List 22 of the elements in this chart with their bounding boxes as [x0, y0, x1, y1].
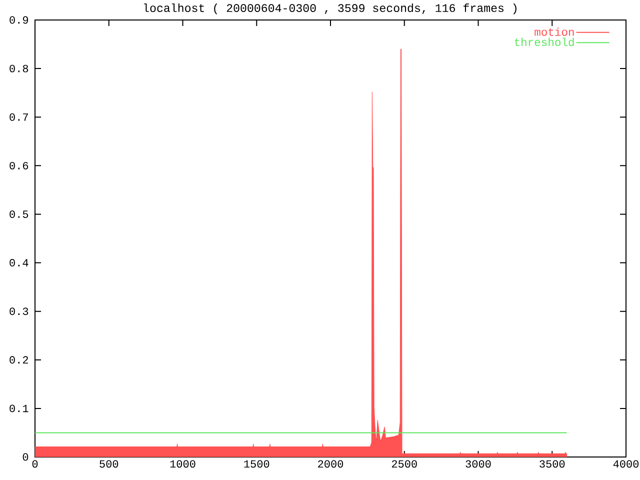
legend-label: motion — [534, 28, 574, 36]
chart-title: localhost ( 20000604-0300 , 3599 seconds, 116 frames ) — [144, 3, 516, 14]
y-tick-label: 0.2 — [10, 356, 28, 364]
legend-label: threshold — [514, 38, 574, 46]
x-tick-label: 500 — [100, 460, 118, 468]
y-tick-label: 0.1 — [10, 404, 28, 412]
y-tick-label: 0.8 — [10, 64, 28, 72]
x-tick-label: 3000 — [466, 460, 491, 468]
y-tick-label: 0.6 — [10, 162, 28, 170]
y-tick-label: 0.7 — [10, 113, 28, 121]
y-tick-label: 0.9 — [10, 16, 28, 24]
y-tick-label: 0 — [22, 453, 28, 461]
x-tick-label: 2000 — [318, 460, 344, 468]
x-tick-label: 1500 — [244, 460, 270, 468]
y-tick-label: 0.3 — [10, 308, 28, 316]
x-tick-label: 4000 — [613, 460, 639, 468]
x-tick-label: 3500 — [540, 460, 565, 468]
x-tick-label: 1000 — [170, 460, 196, 468]
x-tick-label: 0 — [32, 460, 38, 468]
y-tick-label: 0.5 — [10, 210, 28, 218]
y-tick-label: 0.4 — [10, 259, 28, 267]
x-tick-label: 2500 — [392, 460, 417, 468]
